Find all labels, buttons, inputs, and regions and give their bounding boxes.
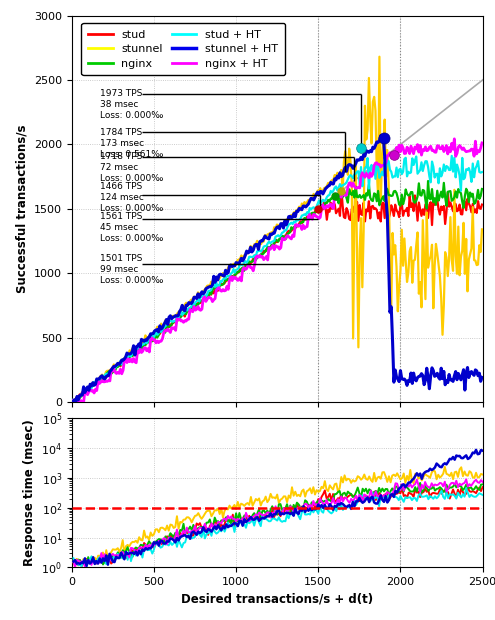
stunnel	[394, 263, 399, 270]
stunnel + HT	[200, 290, 206, 298]
nginx + HT	[82, 387, 88, 394]
stunnel	[358, 215, 364, 222]
nginx + HT	[453, 153, 459, 160]
Line: stud: stud	[72, 187, 482, 402]
nginx + HT	[479, 140, 485, 147]
nginx + HT	[451, 135, 457, 143]
stunnel	[479, 226, 485, 233]
stunnel + HT	[181, 306, 187, 314]
stud	[479, 201, 485, 208]
stud	[451, 200, 457, 207]
nginx + HT	[392, 150, 398, 157]
Y-axis label: Response time (msec): Response time (msec)	[23, 420, 36, 566]
nginx + HT	[181, 319, 187, 326]
stunnel	[69, 396, 75, 404]
Text: 1784 TPS
173 msec
Loss: 0.561‰: 1784 TPS 173 msec Loss: 0.561‰	[99, 128, 163, 159]
stud	[338, 184, 344, 191]
stud + HT	[358, 163, 364, 170]
stunnel	[181, 306, 187, 314]
stud + HT	[82, 389, 88, 397]
stud	[81, 391, 87, 398]
Line: stud + HT: stud + HT	[72, 156, 482, 402]
stud	[358, 210, 364, 218]
stud + HT	[200, 291, 206, 299]
stud + HT	[392, 173, 398, 180]
Text: 1501 TPS
99 msec
Loss: 0.000‰: 1501 TPS 99 msec Loss: 0.000‰	[99, 254, 163, 285]
Y-axis label: Successful transactions/s: Successful transactions/s	[15, 125, 28, 293]
X-axis label: Desired transactions/s + d(t): Desired transactions/s + d(t)	[181, 593, 373, 606]
Line: nginx: nginx	[72, 181, 482, 402]
stunnel + HT	[378, 132, 384, 140]
nginx	[81, 390, 87, 397]
stud	[199, 297, 205, 304]
nginx	[179, 311, 185, 319]
stunnel + HT	[479, 374, 485, 381]
stunnel	[200, 287, 206, 294]
Text: 1561 TPS
45 msec
Loss: 0.000‰: 1561 TPS 45 msec Loss: 0.000‰	[99, 211, 163, 243]
Legend: stud, stunnel, nginx, stud + HT, stunnel + HT, nginx + HT: stud, stunnel, nginx, stud + HT, stunnel…	[82, 23, 285, 75]
nginx	[69, 399, 75, 406]
stunnel + HT	[82, 389, 88, 396]
stunnel	[377, 53, 383, 60]
stud	[69, 399, 75, 406]
Line: stunnel: stunnel	[72, 56, 482, 401]
stud	[179, 311, 185, 319]
stunnel + HT	[70, 399, 76, 406]
stunnel + HT	[394, 373, 399, 381]
Line: nginx + HT: nginx + HT	[72, 139, 482, 402]
stunnel + HT	[453, 368, 459, 375]
nginx + HT	[200, 294, 206, 302]
Text: 1466 TPS
124 msec
Loss: 0.000‰: 1466 TPS 124 msec Loss: 0.000‰	[99, 182, 163, 213]
Line: stunnel + HT: stunnel + HT	[72, 136, 482, 402]
stunnel + HT	[358, 154, 364, 161]
stunnel + HT	[69, 398, 75, 405]
nginx + HT	[358, 173, 364, 180]
nginx	[425, 177, 431, 185]
stud + HT	[181, 309, 187, 317]
nginx	[391, 188, 397, 195]
stud + HT	[453, 174, 459, 181]
stud	[392, 201, 398, 208]
nginx	[199, 297, 205, 304]
stud + HT	[479, 169, 485, 176]
stunnel	[82, 388, 88, 395]
Text: 1973 TPS
38 msec
Loss: 0.000‰: 1973 TPS 38 msec Loss: 0.000‰	[99, 89, 163, 120]
nginx	[357, 192, 363, 199]
stud + HT	[73, 399, 79, 406]
stud + HT	[449, 152, 455, 159]
stud + HT	[69, 396, 75, 404]
nginx + HT	[69, 397, 75, 404]
nginx	[451, 193, 457, 201]
nginx	[479, 185, 485, 193]
nginx + HT	[70, 399, 76, 406]
stunnel	[453, 252, 459, 259]
Text: 1718 TPS
72 msec
Loss: 0.000‰: 1718 TPS 72 msec Loss: 0.000‰	[99, 152, 163, 184]
stunnel	[70, 397, 76, 405]
